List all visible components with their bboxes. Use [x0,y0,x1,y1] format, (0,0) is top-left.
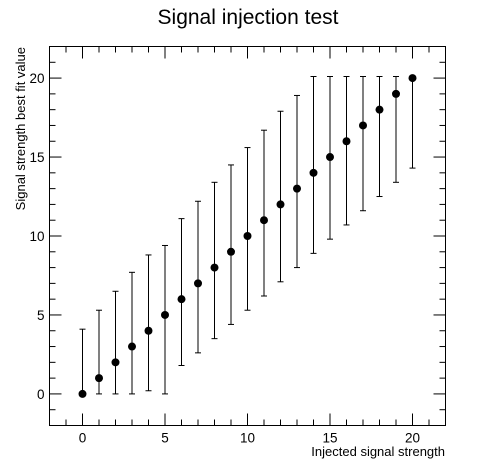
x-tick-label: 10 [240,431,255,446]
chart-title: Signal injection test [158,6,339,29]
data-point [161,310,169,319]
data-point [243,232,252,240]
data-point [128,342,136,351]
data-point [293,184,301,193]
x-tick-label: 15 [322,431,337,446]
data-point [260,216,268,225]
data-point [111,358,120,367]
data-point [95,374,103,383]
data-point [408,74,417,83]
data-markers [78,74,417,398]
data-point [309,168,318,177]
y-tick-label: 0 [37,387,45,402]
y-tick-label: 20 [29,71,44,86]
data-point [359,121,367,130]
tick-labels: 0 5 10 15 20 0 5 10 15 20 [29,71,420,445]
y-tick-label: 10 [29,229,44,244]
data-point [276,200,285,209]
minor-ticks [49,46,446,426]
data-point [392,89,400,98]
data-point [375,105,384,114]
x-tick-label: 20 [405,431,420,446]
x-tick-label: 0 [79,431,87,446]
data-point [78,389,87,398]
data-point [210,263,219,272]
data-point [342,137,351,146]
x-axis-label: Injected signal strength [311,444,445,459]
error-bars [79,76,416,395]
data-point [194,279,202,288]
y-axis-label: Signal strength best fit value [13,47,28,210]
data-point [227,247,235,256]
y-tick-label: 5 [37,308,45,323]
major-ticks [49,46,446,426]
data-point [326,153,334,162]
x-tick-label: 5 [161,431,169,446]
data-point [144,326,153,335]
y-tick-label: 15 [29,150,44,165]
data-point [177,295,186,304]
